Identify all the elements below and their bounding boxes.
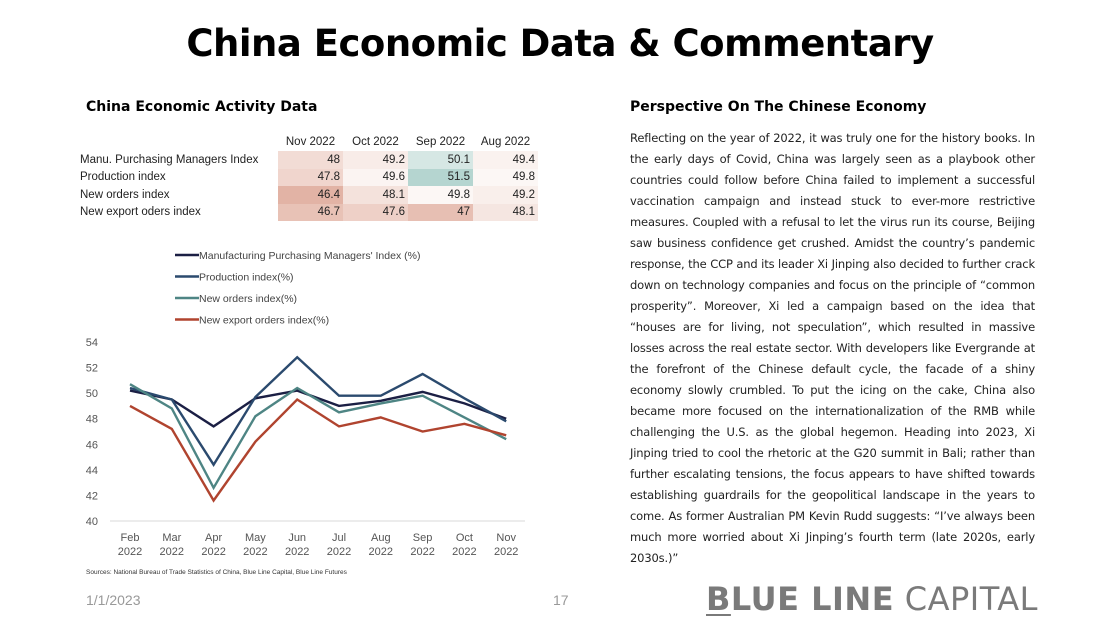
commentary-text: Reflecting on the year of 2022, it was t… [630,131,1035,565]
series-line [129,397,507,503]
y-tick-label: 50 [86,388,98,400]
legend-label: Manufacturing Purchasing Managers' Index… [199,250,420,262]
table-cell: 46.7 [278,203,343,221]
x-tick-label: Mar 2022 [160,532,184,558]
table-cell: 50.1 [408,151,473,169]
table-cell: 49.2 [343,151,408,169]
table-cell: 47 [408,203,473,221]
table-cell: 46.4 [278,186,343,204]
table-cell: 51.5 [408,168,473,186]
table-header-cell: Sep 2022 [415,136,466,148]
pmi-line-chart: Manufacturing Purchasing Managers' Index… [86,250,525,558]
y-tick-label: 42 [86,490,98,502]
table-row: Manu. Purchasing Managers Index 48 49.2 … [78,151,538,169]
blue-line-capital-logo: BLUE LINE CAPITAL [706,580,1038,618]
row-label: New export oders index [80,206,201,219]
series-line [129,389,507,428]
logo-letter-b: B [706,580,731,618]
table-cell: 48.1 [343,186,408,204]
table-row: New export oders index 46.7 47.6 47 48.1 [78,203,538,221]
x-tick-label: Feb 2022 [118,532,142,558]
x-tick-label: Apr 2022 [201,532,225,558]
legend-label: New export orders index(%) [199,315,329,327]
page-title: China Economic Data & Commentary [186,22,934,65]
y-tick-label: 52 [86,363,98,375]
series-line [129,355,507,467]
table-cell: 49.8 [408,186,473,204]
row-label: Production index [80,171,166,184]
table-cell: 49.8 [473,168,538,186]
table-cell: 49.6 [343,168,408,186]
economic-activity-table: Nov 2022 Oct 2022 Sep 2022 Aug 2022 Manu… [78,133,538,221]
economic-activity-title: China Economic Activity Data [86,99,318,115]
table-cell: 48.1 [473,203,538,221]
footer-date: 1/1/2023 [86,592,141,608]
x-tick-label: Sep 2022 [410,532,434,558]
row-label: Manu. Purchasing Managers Index [80,153,259,166]
perspective-title: Perspective On The Chinese Economy [630,99,927,115]
page-number: 17 [553,592,569,608]
x-tick-label: Jun 2022 [285,532,309,558]
table-row: New orders index 46.4 48.1 49.8 49.2 [78,186,538,204]
table-cell: 47.6 [343,203,408,221]
table-header-cell: Aug 2022 [480,136,531,148]
legend-label: New orders index(%) [199,293,297,305]
logo-bold-text: LUE LINE [730,580,895,618]
x-tick-label: Jul 2022 [327,532,351,558]
table-cell: 47.8 [278,168,343,186]
table-cell: 49.2 [473,186,538,204]
x-tick-label: May 2022 [243,532,267,558]
x-tick-label: Aug 2022 [369,532,393,558]
y-tick-label: 54 [86,337,98,349]
x-tick-label: Oct 2022 [452,532,476,558]
table-header-cell: Nov 2022 [285,136,336,148]
y-tick-label: 46 [86,439,98,451]
series-line [129,383,507,491]
sources-note: Sources: National Bureau of Trade Statis… [86,569,347,576]
y-tick-label: 48 [86,414,98,426]
logo-light-text: CAPITAL [894,580,1038,618]
table-cell: 49.4 [473,151,538,169]
table-header-row: Nov 2022 Oct 2022 Sep 2022 Aug 2022 [78,133,538,151]
table-header-cell: Oct 2022 [352,136,399,148]
table-cell: 48 [278,151,343,169]
x-tick-label: Nov 2022 [494,532,518,558]
y-tick-label: 44 [86,465,98,477]
table-row: Production index 47.8 49.6 51.5 49.8 [78,168,538,186]
legend-label: Production index(%) [199,272,294,284]
y-tick-label: 40 [86,516,98,528]
row-label: New orders index [80,188,170,201]
